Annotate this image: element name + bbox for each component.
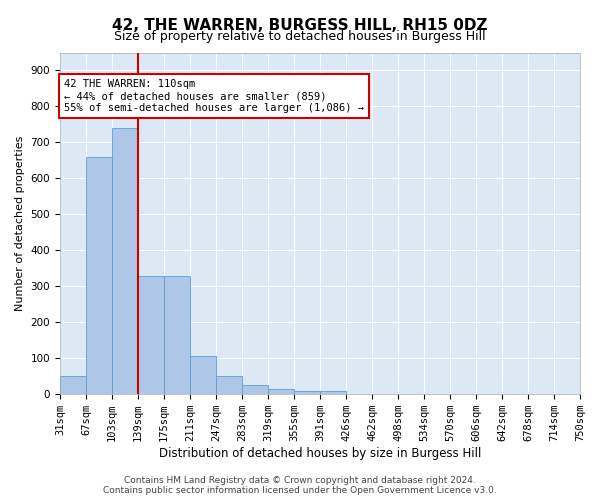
X-axis label: Distribution of detached houses by size in Burgess Hill: Distribution of detached houses by size … [159,447,481,460]
Y-axis label: Number of detached properties: Number of detached properties [15,136,25,311]
Text: Size of property relative to detached houses in Burgess Hill: Size of property relative to detached ho… [114,30,486,43]
Bar [138,276,164,394]
Text: 42 THE WARREN: 110sqm
← 44% of detached houses are smaller (859)
55% of semi-det: 42 THE WARREN: 110sqm ← 44% of detached … [64,80,364,112]
Bar [294,390,320,394]
Bar [164,276,190,394]
Bar [216,376,242,394]
Bar [190,356,216,394]
Bar [268,389,294,394]
Bar [112,128,138,394]
Bar [242,385,268,394]
Text: Contains HM Land Registry data © Crown copyright and database right 2024.
Contai: Contains HM Land Registry data © Crown c… [103,476,497,495]
Bar [60,376,86,394]
Bar [86,157,112,394]
Bar [320,392,346,394]
Text: 42, THE WARREN, BURGESS HILL, RH15 0DZ: 42, THE WARREN, BURGESS HILL, RH15 0DZ [112,18,488,32]
